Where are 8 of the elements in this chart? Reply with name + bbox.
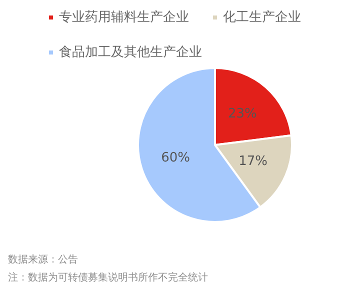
- legend-label: 化工生产企业: [223, 10, 301, 25]
- data-label: 17%: [238, 154, 268, 169]
- text: 注：数据为可转债募集说明书所作不完全统计: [8, 272, 208, 284]
- source-note: 数据来源：公告: [8, 254, 78, 266]
- data-label: 60%: [161, 150, 190, 166]
- legend-label: 食品加工及其他生产企业: [59, 45, 202, 60]
- legend-label: 专业药用辅料生产企业: [59, 10, 189, 25]
- data-label: 23%: [228, 106, 257, 122]
